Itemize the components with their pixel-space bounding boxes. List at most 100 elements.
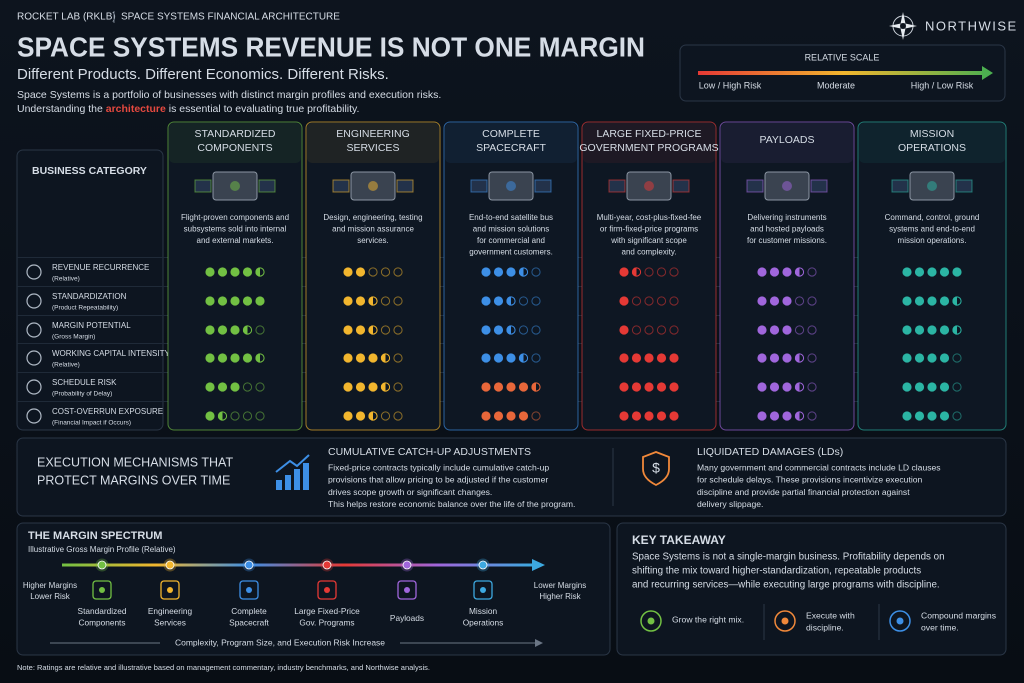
rating-dot <box>952 267 962 277</box>
rating-dot <box>656 267 667 277</box>
metric-note: (Relative) <box>52 362 80 369</box>
takeaway-panel <box>616 522 1007 656</box>
column-description: or firm-fixed-price programs <box>600 225 698 234</box>
rating-dot <box>914 296 925 306</box>
rating-dot <box>769 382 780 392</box>
rating-dot <box>952 382 962 392</box>
spectrum-point <box>97 560 107 570</box>
rating-dot <box>757 353 767 363</box>
column-title: COMPONENTS <box>197 142 272 154</box>
illustration-panel <box>608 179 626 193</box>
rating-dot <box>230 267 240 277</box>
rating-dot <box>757 411 767 421</box>
shield-symbol: $ <box>652 460 660 476</box>
content: RELATIVE SCALE Low / High Risk Moderate Hig… <box>17 52 1007 650</box>
action-icon-detail <box>781 617 789 625</box>
rating-dot <box>644 267 654 277</box>
rating-dot <box>368 267 378 277</box>
rating-dot <box>531 296 541 306</box>
spectrum-axis-arrow <box>535 639 543 647</box>
rating-dot <box>939 382 950 392</box>
metric-name: MARGIN POTENTIAL <box>52 321 131 330</box>
rating-dot <box>506 267 516 277</box>
spectrum-point-label: Payloads <box>390 613 424 623</box>
rating-dot <box>255 411 265 421</box>
column-title: SPACECRAFT <box>476 142 546 154</box>
action-icon <box>889 610 911 632</box>
rating-dot <box>217 325 228 335</box>
metric-name: SCHEDULE RISK <box>52 378 117 387</box>
takeaway-text: and recurring services—while executing l… <box>632 580 940 591</box>
rating-dot <box>782 267 792 277</box>
rating-dot-half <box>952 325 957 335</box>
spectrum-icon <box>160 580 180 600</box>
spectrum-axis-label-bg <box>160 636 400 650</box>
illustration-panel <box>332 179 350 193</box>
rating-dot <box>531 411 541 421</box>
rating-dot <box>242 382 253 392</box>
execution-panel <box>16 437 1007 517</box>
rating-dot <box>757 267 767 277</box>
illustration-detail <box>230 181 240 191</box>
footnote: Note: Ratings are relative and illustrat… <box>17 663 430 672</box>
rating-dot <box>531 267 541 277</box>
column-description: services. <box>357 236 389 245</box>
illustration-detail <box>644 181 654 191</box>
rating-dot <box>531 325 541 335</box>
spectrum-right-label: Higher Risk <box>539 592 581 601</box>
rating-dot <box>807 325 817 335</box>
action-label: over time. <box>921 622 959 632</box>
rating-dot <box>355 411 366 421</box>
rating-dot-half <box>380 382 386 392</box>
rating-dot <box>757 382 767 392</box>
spectrum-icon-detail <box>246 587 252 593</box>
rating-dot <box>782 296 792 306</box>
column-illustration <box>891 171 973 201</box>
metric-name: WORKING CAPITAL INTENSITY <box>52 349 170 358</box>
spectrum-icon <box>239 580 259 600</box>
rating-dot <box>493 325 504 335</box>
column-title: LARGE FIXED-PRICE <box>596 128 701 140</box>
execution-chart-icon <box>276 463 309 490</box>
rating-dot <box>656 382 667 392</box>
action-label: Grow the right mix. <box>672 614 744 624</box>
column-glow <box>583 123 715 163</box>
spectrum-icon <box>92 580 112 600</box>
execution-item-text: This helps restore economic balance over… <box>328 499 575 509</box>
rating-dot <box>644 411 654 421</box>
spectrum-icon <box>397 580 417 600</box>
rating-dot <box>656 296 667 306</box>
metric-icon <box>26 293 42 309</box>
rating-dot <box>242 296 253 306</box>
action-label: Execute with <box>806 610 855 620</box>
illustration-detail <box>506 181 516 191</box>
scale-arrowhead <box>982 66 993 80</box>
rating-dot <box>656 325 667 335</box>
rating-dot <box>343 325 353 335</box>
rating-dot <box>769 325 780 335</box>
column-glow <box>721 123 853 163</box>
rating-dot <box>644 325 654 335</box>
brand: NORTHWISE <box>925 18 1018 33</box>
metric-name: COST-OVERRUN EXPOSURE <box>52 407 163 416</box>
rating-dot <box>914 353 925 363</box>
rating-dot <box>355 296 366 306</box>
rating-dot-half <box>794 411 800 421</box>
rating-dot <box>669 382 679 392</box>
spectrum-point-label: Spacecraft <box>229 618 269 628</box>
rating-dot <box>952 353 962 363</box>
rating-dot <box>230 325 240 335</box>
rating-dot <box>914 411 925 421</box>
rating-dot <box>939 296 950 306</box>
rating-dot <box>242 411 253 421</box>
category-header: BUSINESS CATEGORY <box>32 165 147 177</box>
rating-dot <box>902 353 912 363</box>
execution-item-text: drives scope growth or significant chang… <box>328 487 492 497</box>
rating-dot-half <box>531 382 536 392</box>
rating-dot <box>782 325 792 335</box>
column-description: End-to-end satellite bus <box>469 213 553 222</box>
rating-dot <box>807 382 817 392</box>
column-description: Delivering instruments <box>747 213 826 222</box>
action-icon <box>640 610 662 632</box>
rating-dot <box>481 411 491 421</box>
